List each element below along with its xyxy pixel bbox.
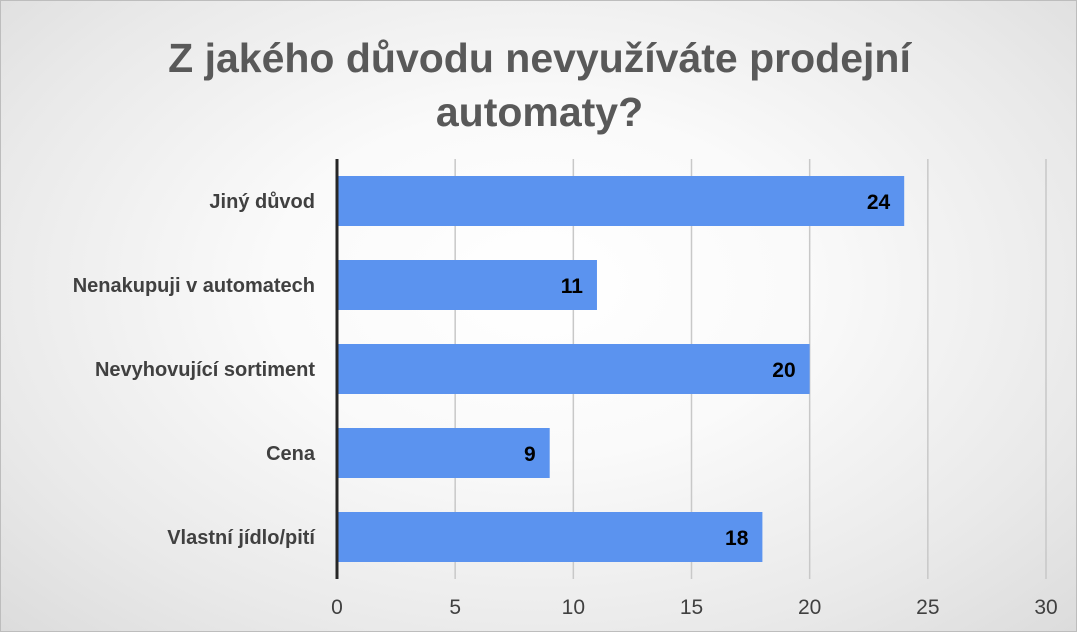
data-label: 18 (725, 527, 749, 550)
bar (337, 512, 763, 562)
bar (337, 176, 905, 226)
data-label: 9 (524, 443, 536, 466)
bars (337, 176, 905, 562)
data-label: 24 (867, 191, 891, 214)
bar (337, 344, 810, 394)
labels: 0 5 10 15 20 25 30 Jiný důvod 24 Nenakupuji v aut… (73, 191, 1058, 619)
x-tick-label: 0 (331, 596, 343, 619)
x-tick-label: 30 (1034, 596, 1057, 619)
x-tick-label: 20 (798, 596, 821, 619)
category-label: Cena (266, 443, 316, 465)
data-label: 11 (561, 275, 584, 298)
category-label: Nenakupuji v automatech (73, 275, 315, 297)
x-tick-label: 25 (916, 596, 939, 619)
bar (337, 260, 597, 310)
data-label: 20 (772, 359, 795, 382)
x-tick-label: 10 (562, 596, 585, 619)
category-label: Vlastní jídlo/pití (167, 527, 316, 549)
category-label: Nevyhovující sortiment (95, 359, 315, 381)
x-tick-label: 5 (449, 596, 461, 619)
chart-title: Z jakého důvodu nevyužíváte prodejní aut… (168, 35, 911, 135)
x-tick-label: 15 (680, 596, 703, 619)
category-label: Jiný důvod (209, 191, 315, 213)
bar (337, 428, 550, 478)
